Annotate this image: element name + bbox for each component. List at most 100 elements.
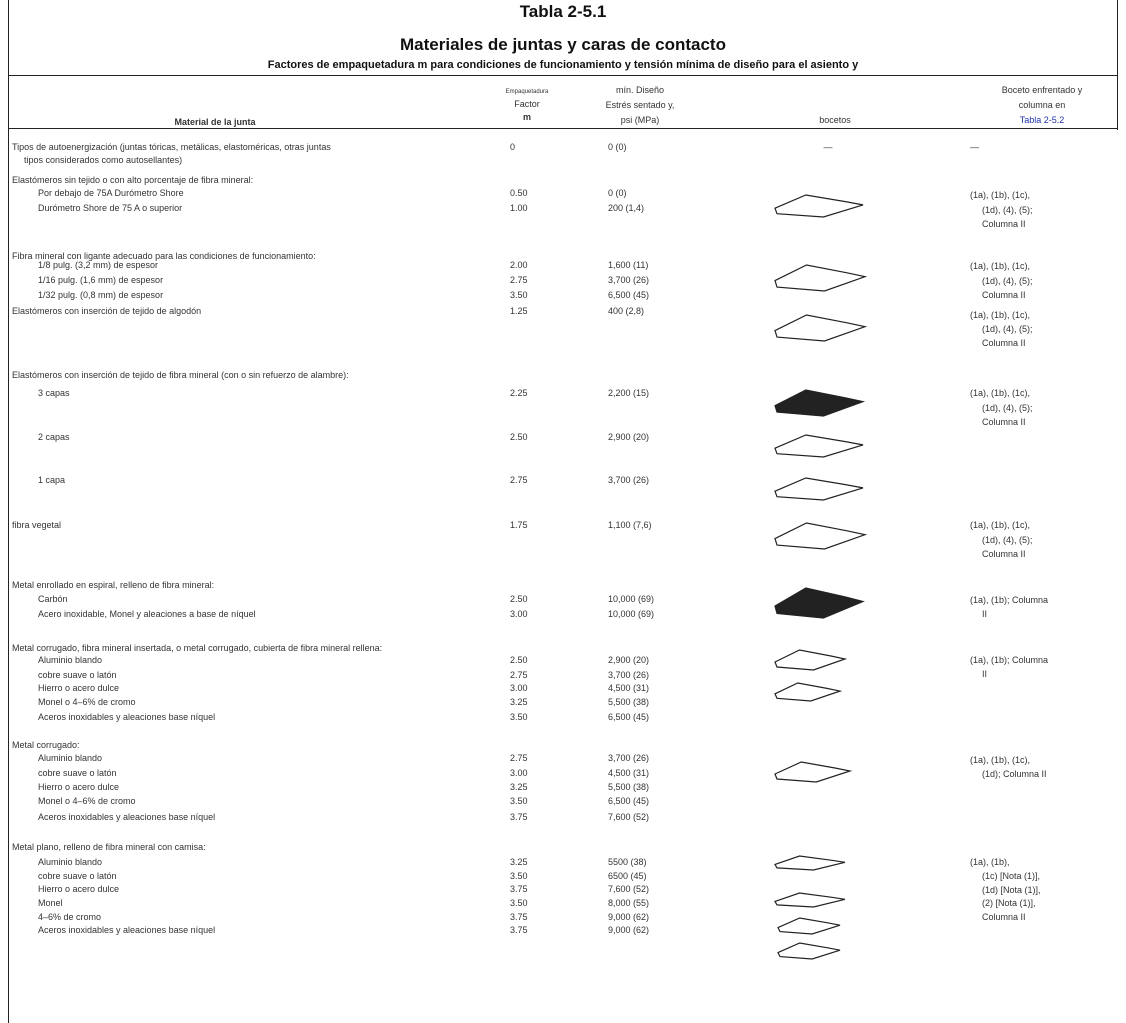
- group-heading: Tipos de autoenergización (juntas tórica…: [12, 142, 331, 152]
- stress: 2,200 (15): [608, 388, 650, 398]
- reference: (1c) [Nota (1)],: [982, 871, 1041, 881]
- sketch: [777, 942, 841, 960]
- reference: (1a), (1b), (1c),: [970, 261, 1031, 271]
- factor: 2.75: [510, 475, 528, 485]
- stress: 2,900 (20): [608, 432, 650, 442]
- factor: 3.00: [510, 683, 528, 693]
- material: Aluminio blando: [38, 857, 103, 867]
- reference: (1d), (4), (5);: [982, 324, 1033, 334]
- factor: 3.50: [510, 796, 528, 806]
- factor: 1.25: [510, 306, 528, 316]
- column-header: m: [522, 112, 532, 122]
- factor: 0: [510, 142, 516, 152]
- column-header: bocetos: [819, 115, 851, 125]
- material: Acero inoxidable, Monel y aleaciones a b…: [38, 609, 256, 619]
- sketch: [777, 917, 841, 935]
- reference: (1a), (1b),: [970, 857, 1010, 867]
- stress: 5500 (38): [608, 857, 647, 867]
- stress: 9,000 (62): [608, 925, 650, 935]
- sketch-note: —: [823, 142, 833, 152]
- reference: Columna II: [982, 219, 1026, 229]
- stress: 8,000 (55): [608, 898, 650, 908]
- column-header: Empaquetadura: [505, 89, 549, 95]
- reference: II: [982, 669, 988, 679]
- stress: 1,600 (11): [608, 260, 649, 270]
- stress: 5,500 (38): [608, 697, 650, 707]
- column-header: Estrés sentado y,: [605, 100, 675, 110]
- reference: Columna II: [982, 417, 1026, 427]
- group-heading: Metal enrollado en espiral, relleno de f…: [12, 580, 215, 590]
- material: cobre suave o latón: [38, 768, 117, 778]
- stress: 3,700 (26): [608, 753, 650, 763]
- column-header: psi (MPa): [620, 115, 660, 125]
- material: Aceros inoxidables y aleaciones base níq…: [38, 712, 216, 722]
- material: Carbón: [38, 594, 68, 604]
- rule: [8, 75, 1118, 76]
- subtitle: Materiales de juntas y caras de contacto: [400, 35, 726, 54]
- stress: 7,600 (52): [608, 884, 650, 894]
- material: Durómetro Shore de 75 A o superior: [38, 203, 183, 213]
- stress: 6,500 (45): [608, 796, 650, 806]
- stress: 200 (1,4): [608, 203, 645, 213]
- stress: 0 (0): [608, 142, 627, 152]
- column-header: mín. Diseño: [615, 85, 665, 95]
- group-heading: Metal corrugado, fibra mineral insertada…: [12, 643, 383, 653]
- factor: 1.00: [510, 203, 528, 213]
- group-heading: Elastómeros con inserción de tejido de a…: [12, 306, 202, 316]
- factor: 3.50: [510, 871, 528, 881]
- stress: 5,500 (38): [608, 782, 650, 792]
- factor: 3.50: [510, 290, 528, 300]
- sketch: [774, 434, 864, 458]
- reference: (1a), (1b), (1c),: [970, 190, 1031, 200]
- group-heading: tipos considerados como autosellantes): [24, 155, 183, 165]
- material: Hierro o acero dulce: [38, 884, 120, 894]
- factor: 3.25: [510, 697, 528, 707]
- material: Aluminio blando: [38, 753, 103, 763]
- factor: 3.25: [510, 857, 528, 867]
- material: Monel: [38, 898, 63, 908]
- group-heading: Metal corrugado:: [12, 740, 80, 750]
- reference: (1a), (1b), (1c),: [970, 388, 1031, 398]
- factor: 0.50: [510, 188, 528, 198]
- factor: 2.50: [510, 432, 528, 442]
- stress: 6500 (45): [608, 871, 647, 881]
- sketch: [774, 587, 865, 619]
- caption: Factores de empaquetadura m para condici…: [267, 59, 859, 71]
- rule: [8, 128, 1118, 129]
- factor: 2.75: [510, 670, 528, 680]
- group-heading: Fibra mineral con ligante adecuado para …: [12, 251, 316, 261]
- material: Hierro o acero dulce: [38, 683, 120, 693]
- border: [8, 0, 9, 1023]
- stress: 6,500 (45): [608, 290, 650, 300]
- stress: 2,900 (20): [608, 655, 650, 665]
- material: 1 capa: [38, 475, 66, 485]
- group-heading: Elastómeros con inserción de tejido de f…: [12, 370, 349, 380]
- sketch: [774, 892, 846, 908]
- factor: 3.75: [510, 812, 528, 822]
- column-header: Factor: [514, 99, 540, 109]
- factor: 2.25: [510, 388, 528, 398]
- factor: 3.00: [510, 768, 528, 778]
- factor: 1.75: [510, 520, 528, 530]
- factor: 3.75: [510, 925, 528, 935]
- reference: (2) [Nota (1)],: [982, 898, 1036, 908]
- sketch: [774, 264, 868, 292]
- reference: (1d), (4), (5);: [982, 205, 1033, 215]
- factor: 2.00: [510, 260, 528, 270]
- sketch: [774, 389, 866, 417]
- material: Aluminio blando: [38, 655, 103, 665]
- stress: 3,700 (26): [608, 670, 650, 680]
- column-header: Tabla 2-5.2: [1019, 115, 1065, 125]
- stress: 4,500 (31): [608, 683, 650, 693]
- factor: 3.75: [510, 912, 528, 922]
- material: Hierro o acero dulce: [38, 782, 120, 792]
- factor: 3.25: [510, 782, 528, 792]
- reference: Columna II: [982, 290, 1026, 300]
- reference: (1a), (1b); Columna: [970, 655, 1049, 665]
- reference: (1a), (1b); Columna: [970, 595, 1049, 605]
- material: 1/32 pulg. (0,8 mm) de espesor: [38, 290, 164, 300]
- reference: (1d) [Nota (1)],: [982, 885, 1041, 895]
- material: Monel o 4–6% de cromo: [38, 697, 136, 707]
